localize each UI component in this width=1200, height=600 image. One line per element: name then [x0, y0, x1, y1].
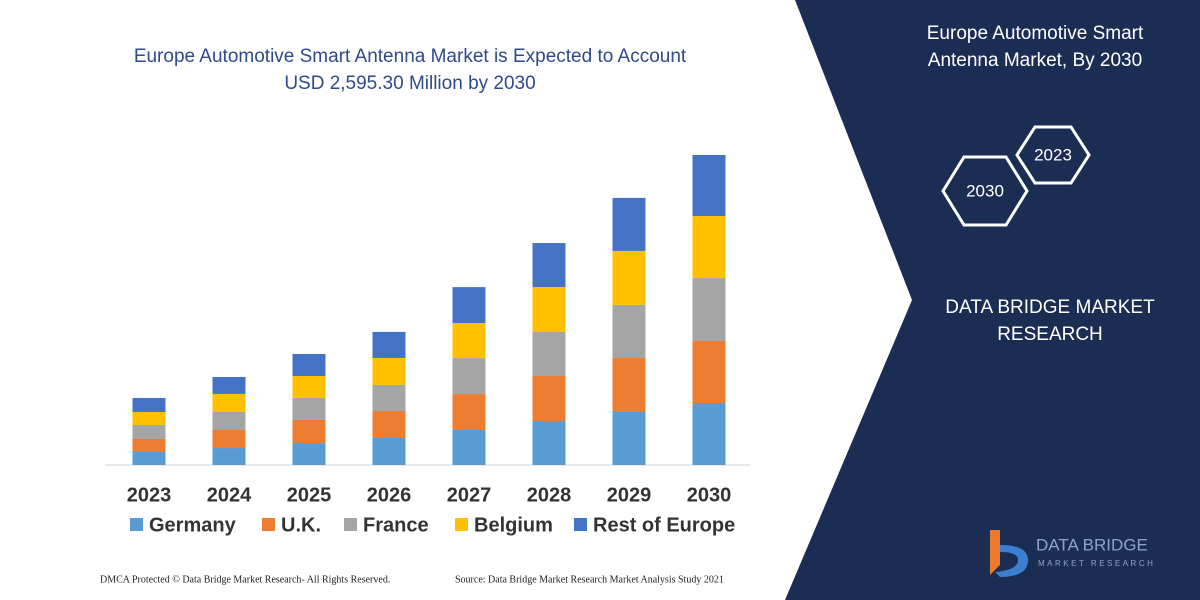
bar-segment	[292, 376, 326, 398]
logo-tagline: MARKET RESEARCH	[1038, 559, 1155, 568]
bar-segment	[372, 384, 406, 412]
x-tick-label: 2025	[287, 484, 332, 506]
chart-title: Europe Automotive Smart Antenna Market i…	[133, 46, 687, 94]
bar-segment	[692, 216, 726, 279]
logo-name: DATA BRIDGE	[1036, 535, 1148, 554]
panel-title: Europe Automotive Smart Antenna Market, …	[926, 23, 1144, 71]
bar-segment	[532, 421, 566, 465]
bar-segment	[212, 429, 246, 449]
bar-segment	[372, 438, 406, 465]
legend-swatch	[455, 518, 468, 531]
bar-segment	[292, 419, 326, 444]
x-tick-label: 2030	[687, 484, 732, 506]
bar-segment	[212, 393, 246, 412]
footer-copyright: DMCA Protected © Data Bridge Market Rese…	[100, 574, 390, 585]
hexagon	[941, 155, 1029, 227]
bar-segment	[692, 155, 726, 217]
bar-segment	[372, 357, 406, 385]
x-tick-label: 2027	[447, 484, 492, 506]
legend-label: Rest of Europe	[593, 514, 735, 536]
x-tick-label: 2023	[127, 484, 172, 506]
x-tick-label: 2024	[207, 484, 252, 506]
legend-swatch	[130, 518, 143, 531]
bar-segment	[612, 197, 646, 251]
bar-segment	[692, 341, 726, 403]
bar-segment	[292, 354, 326, 377]
side-panel	[785, 0, 1200, 600]
bar-segment	[612, 250, 646, 305]
legend-label: U.K.	[281, 514, 321, 536]
legend-label: France	[363, 514, 429, 536]
bar-segment	[612, 304, 646, 358]
x-tick-label: 2029	[607, 484, 652, 506]
company-name: DATA BRIDGE MARKET RESEARCH	[945, 297, 1155, 345]
bar-segment	[132, 451, 166, 465]
bar-segment	[132, 411, 166, 425]
bar-segment	[292, 397, 326, 420]
badge: 2030	[966, 181, 1004, 200]
bar-segment	[532, 243, 566, 288]
logo-mark	[995, 545, 1028, 577]
bar-segment	[452, 429, 486, 465]
bar-segment	[452, 358, 486, 395]
bar-segment	[372, 331, 406, 358]
bar-segment	[132, 438, 166, 452]
bar-segment	[612, 411, 646, 465]
legend-swatch	[344, 518, 357, 531]
x-tick-label: 2028	[527, 484, 572, 506]
legend-swatch	[262, 518, 275, 531]
bar-segment	[212, 411, 246, 430]
bar-segment	[532, 332, 566, 377]
bar-segment	[292, 443, 326, 465]
badge: 2023	[1034, 145, 1072, 164]
x-tick-label: 2026	[367, 484, 412, 506]
hexagon	[1015, 125, 1091, 185]
bar-segment	[372, 411, 406, 439]
bar-segment	[692, 278, 726, 341]
bar-segment	[532, 287, 566, 333]
logo-mark	[990, 530, 1000, 575]
legend-label: Germany	[149, 514, 237, 536]
bar-segment	[452, 394, 486, 430]
bar-segment	[212, 448, 246, 465]
bar-segment	[132, 424, 166, 439]
legend-swatch	[574, 518, 587, 531]
bar-segment	[132, 397, 166, 412]
bar-segment	[452, 323, 486, 359]
bar-segment	[532, 376, 566, 422]
footer-source: Source: Data Bridge Market Research Mark…	[455, 574, 724, 585]
bar-segment	[452, 287, 486, 324]
bar-segment	[692, 403, 726, 465]
bar-segment	[612, 357, 646, 412]
legend-label: Belgium	[474, 514, 553, 536]
bar-segment	[212, 376, 246, 394]
